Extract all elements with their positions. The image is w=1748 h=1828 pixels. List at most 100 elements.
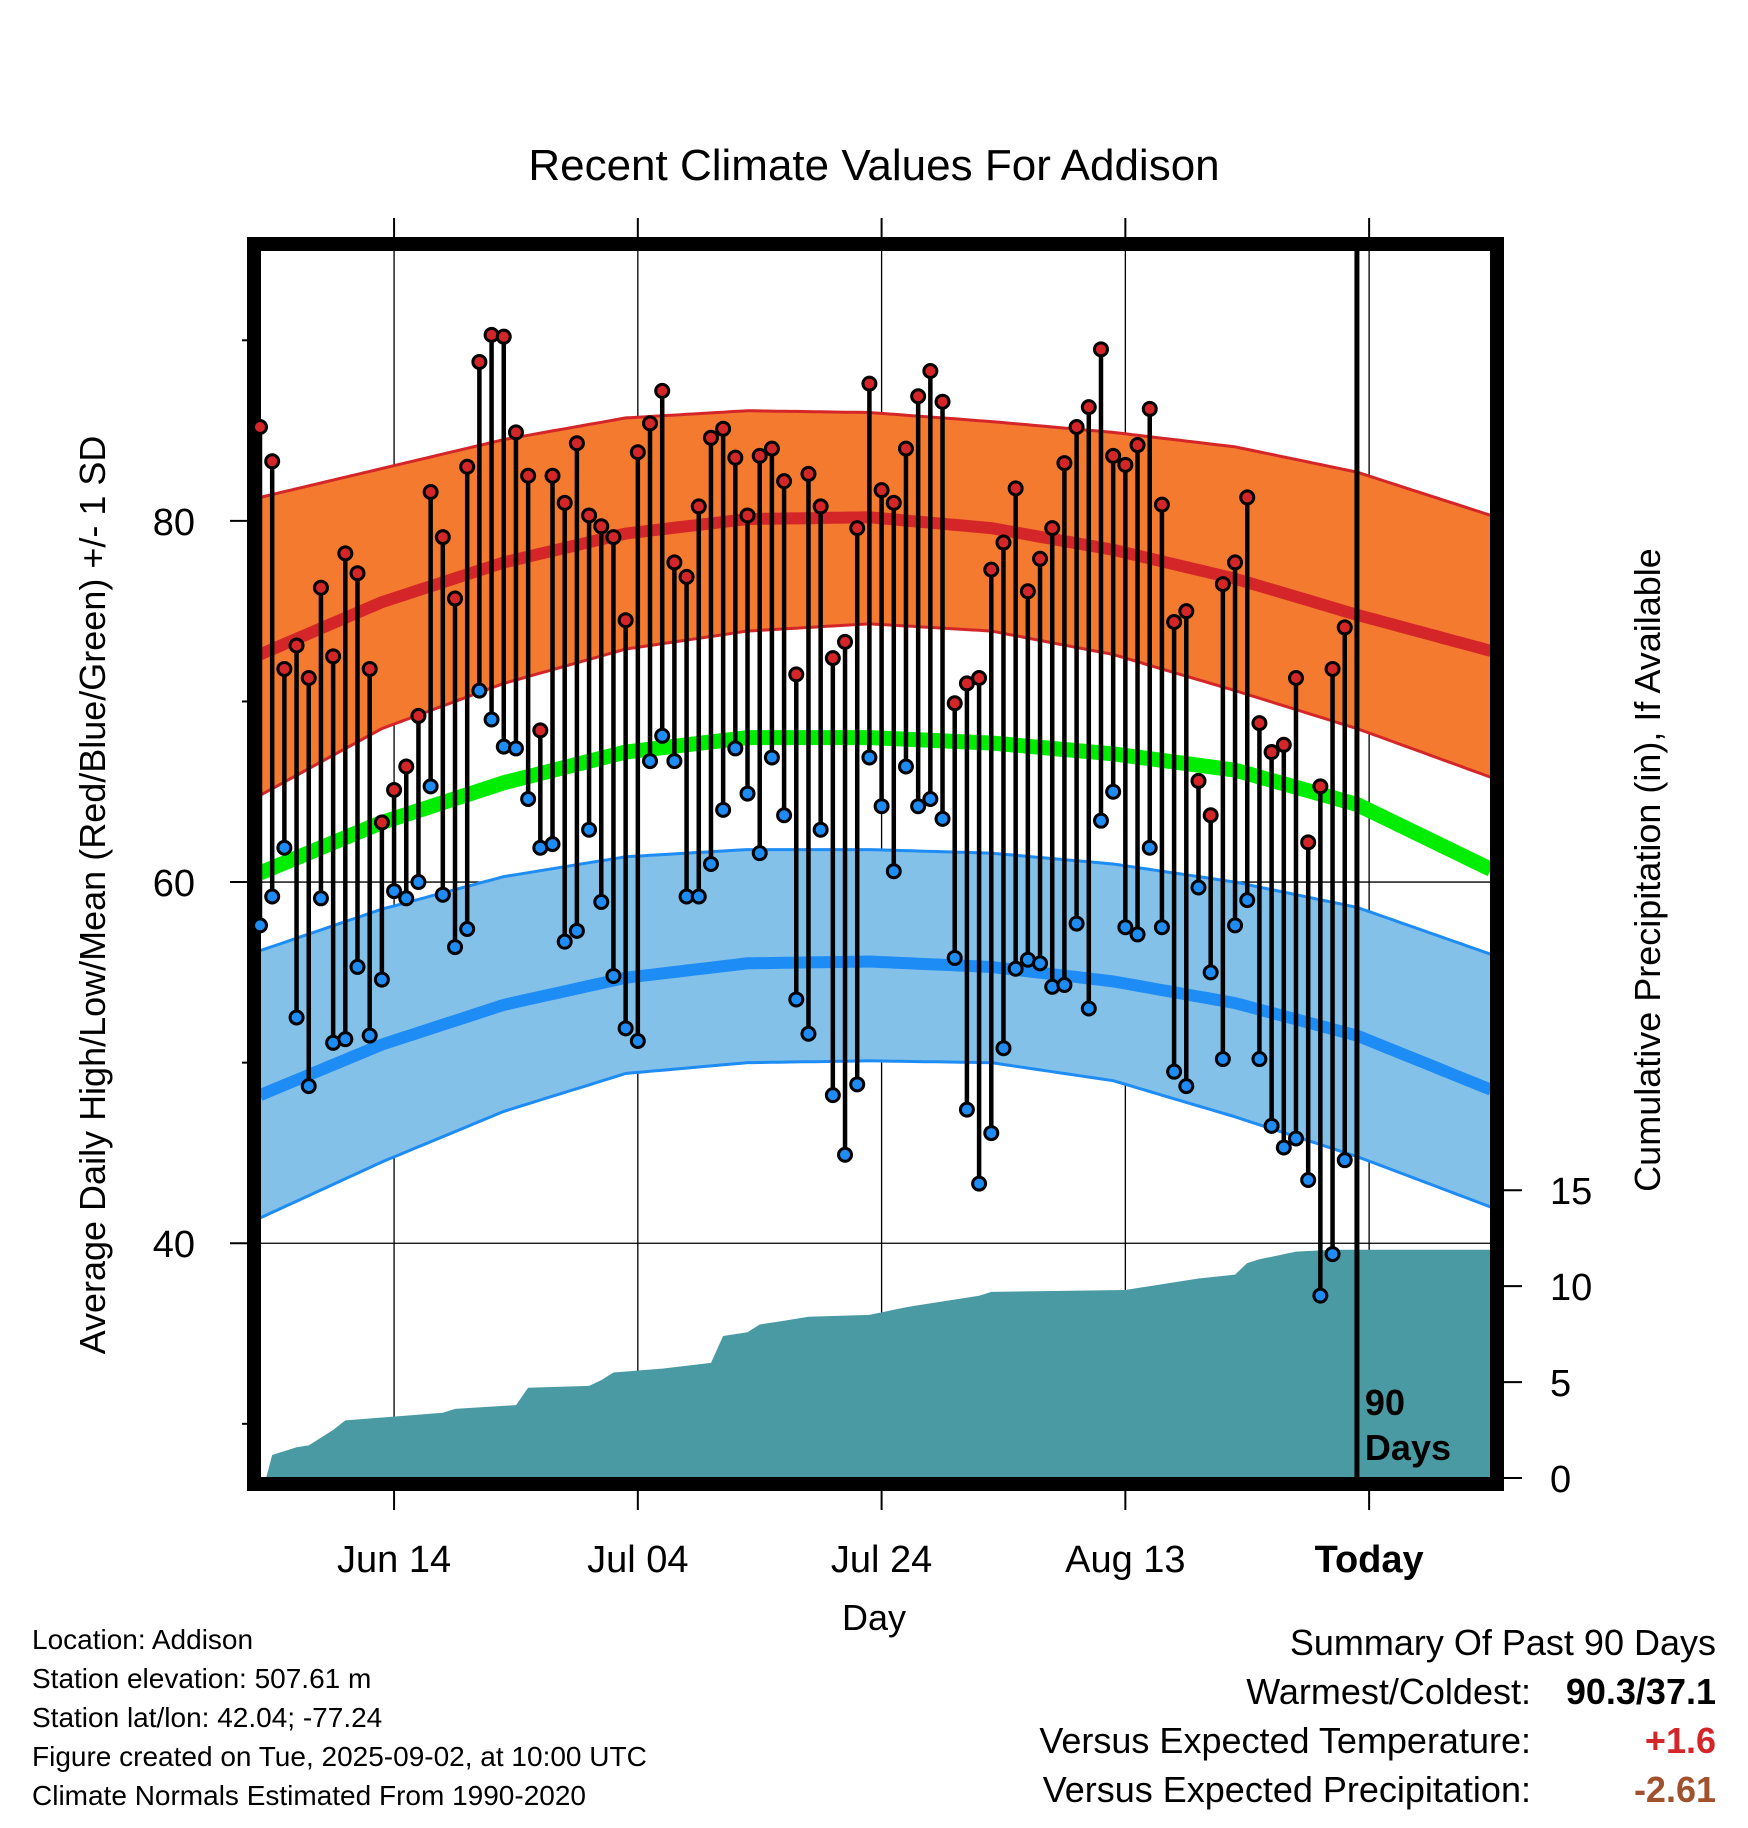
chart-title: Recent Climate Values For Addison [528, 141, 1219, 190]
daily-high-point [1178, 603, 1195, 620]
daily-low-point [1080, 1000, 1097, 1017]
daily-high-point [617, 612, 634, 629]
daily-high-point [971, 669, 988, 686]
daily-high-point [605, 529, 622, 546]
y-tick-label: 80 [153, 502, 195, 544]
daily-high-point [434, 529, 451, 546]
summary-panel: Summary Of Past 90 Days Warmest/Coldest:… [816, 1618, 1716, 1814]
daily-low-point [581, 821, 598, 838]
daily-low-point [276, 839, 293, 856]
daily-low-point [1141, 839, 1158, 856]
daily-high-point [776, 473, 793, 490]
daily-high-point [678, 568, 695, 585]
daily-low-point [629, 1032, 646, 1049]
daily-low-point [544, 836, 561, 853]
daily-low-point [288, 1009, 305, 1026]
daily-high-point [751, 447, 768, 464]
daily-low-point [1300, 1172, 1317, 1189]
daily-high-point [398, 758, 415, 775]
daily-high-point [995, 534, 1012, 551]
daily-low-point [434, 886, 451, 903]
daily-high-point [922, 362, 939, 379]
daily-high-point [873, 482, 890, 499]
daily-low-point [617, 1020, 634, 1037]
daily-low-point [1056, 976, 1073, 993]
daily-low-point [861, 749, 878, 766]
daily-high-point [252, 418, 268, 435]
daily-high-point [849, 520, 866, 537]
daily-low-point [349, 958, 366, 975]
y2-tick-label: 15 [1550, 1171, 1592, 1213]
daily-low-point [422, 778, 439, 795]
daily-high-point [581, 507, 598, 524]
daily-low-point [690, 888, 707, 905]
daily-low-point [471, 682, 488, 699]
daily-high-point [763, 440, 780, 457]
location-text: Location: Addison [32, 1624, 254, 1655]
daily-high-point [1105, 447, 1122, 464]
daily-high-point [349, 565, 366, 582]
daily-high-point [690, 498, 707, 515]
daily-high-point [373, 814, 390, 831]
daily-high-point [727, 449, 744, 466]
daily-low-point [885, 863, 902, 880]
daily-low-point [447, 939, 464, 956]
daily-low-point [812, 821, 829, 838]
high-sd-upper-line [260, 409, 1491, 517]
elevation-text: Station elevation: 507.61 m [32, 1663, 372, 1694]
daily-low-point [1105, 783, 1122, 800]
x-tick-label: Jun 14 [337, 1539, 451, 1581]
daily-low-point [702, 856, 719, 872]
daily-high-point [312, 579, 329, 596]
daily-low-point [751, 845, 768, 862]
daily-low-point [727, 740, 744, 757]
daily-low-point [788, 991, 805, 1008]
daily-high-point [788, 666, 805, 683]
daily-high-point [507, 424, 524, 441]
daily-high-point [800, 465, 817, 482]
x-axis-label: Day [842, 1597, 906, 1638]
daily-low-point [958, 1101, 975, 1118]
summary-heading: Summary Of Past 90 Days [1289, 1622, 1716, 1663]
y2-tick-label: 5 [1550, 1363, 1571, 1405]
daily-high-point [1227, 554, 1244, 571]
daily-high-point [715, 420, 732, 437]
daily-high-point [1312, 778, 1329, 795]
daily-low-point [1007, 960, 1024, 977]
daily-high-point [1007, 480, 1024, 497]
daily-high-point [1080, 399, 1097, 416]
y2-tick-label: 0 [1550, 1459, 1571, 1501]
daily-low-point [1178, 1078, 1195, 1095]
today-marker-label-2: Days [1365, 1427, 1451, 1468]
x-tick-label: Today [1315, 1539, 1424, 1581]
daily-high-point [544, 467, 561, 484]
daily-high-point [934, 393, 951, 410]
daily-low-point [776, 807, 793, 824]
daily-low-point [715, 801, 732, 818]
daily-low-point [654, 727, 671, 744]
daily-low-point [642, 753, 659, 770]
daily-high-point [422, 483, 439, 500]
daily-low-point [568, 922, 585, 939]
daily-low-point [873, 798, 890, 815]
summary-temp-row: Versus Expected Temperature: +1.6 [816, 1716, 1716, 1765]
daily-low-point [983, 1125, 1000, 1142]
daily-high-point [300, 669, 317, 686]
y2-axis-label: Cumulative Precipitation (in), If Availa… [1627, 548, 1668, 1192]
daily-high-point [1056, 455, 1073, 472]
daily-high-point [1202, 807, 1219, 824]
daily-low-point [300, 1078, 317, 1095]
daily-high-point [495, 328, 512, 345]
daily-high-point [1141, 400, 1158, 417]
temp-label: Versus Expected Temperature: [1039, 1720, 1531, 1761]
daily-high-point [1068, 418, 1085, 435]
daily-high-point [983, 561, 1000, 578]
daily-low-point [1239, 892, 1256, 909]
daily-high-point [910, 388, 927, 405]
daily-low-point [837, 1146, 854, 1163]
daily-high-point [288, 637, 305, 654]
daily-high-point [1019, 583, 1036, 600]
daily-low-point [312, 890, 329, 907]
